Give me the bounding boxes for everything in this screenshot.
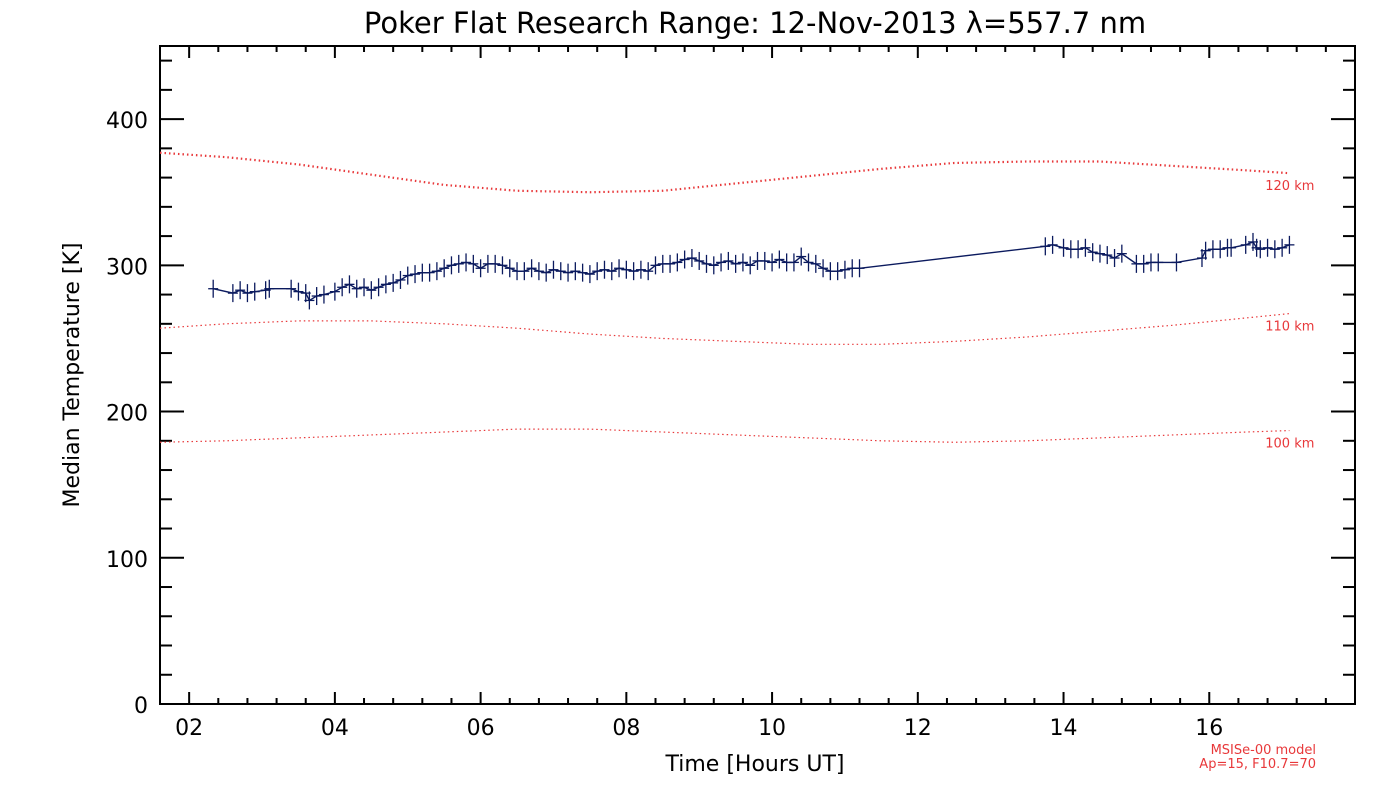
axis-ticks: 02 04 06 08 10 12 14 16 0 100 200 300 400: [106, 46, 1355, 741]
model-line: [159, 428, 1290, 443]
model-params-note: Ap=15, F10.7=70: [1199, 757, 1316, 772]
data-series: [208, 232, 1295, 310]
y-axis-title: Median Temperature [K]: [60, 243, 85, 508]
model-line-label: 100 km: [1265, 437, 1314, 452]
y-tick-label: 0: [134, 694, 148, 719]
y-tick-label: 100: [106, 548, 148, 573]
y-tick-label: 200: [106, 402, 148, 427]
model-line-label: 110 km: [1265, 320, 1314, 335]
model-line: [159, 312, 1290, 345]
y-tick-label: 400: [106, 109, 148, 134]
x-axis-title: Time [Hours UT]: [665, 752, 845, 777]
model-line: [159, 151, 1290, 194]
x-tick-label: 04: [321, 716, 349, 741]
x-tick-label: 16: [1195, 716, 1223, 741]
chart-title: Poker Flat Research Range: 12-Nov-2013 λ…: [364, 6, 1146, 40]
x-tick-label: 12: [904, 716, 932, 741]
model-line-label: 120 km: [1265, 179, 1314, 194]
x-tick-label: 14: [1050, 716, 1078, 741]
y-tick-label: 300: [106, 255, 148, 280]
x-tick-label: 10: [758, 716, 786, 741]
model-note: MSISe-00 model: [1211, 743, 1316, 758]
plot-frame: [159, 45, 1356, 705]
model-lines: 120 km 110 km 100 km: [159, 151, 1314, 452]
x-tick-label: 06: [467, 716, 495, 741]
x-tick-label: 02: [175, 716, 203, 741]
temperature-line: [213, 241, 1290, 302]
x-tick-label: 08: [612, 716, 640, 741]
